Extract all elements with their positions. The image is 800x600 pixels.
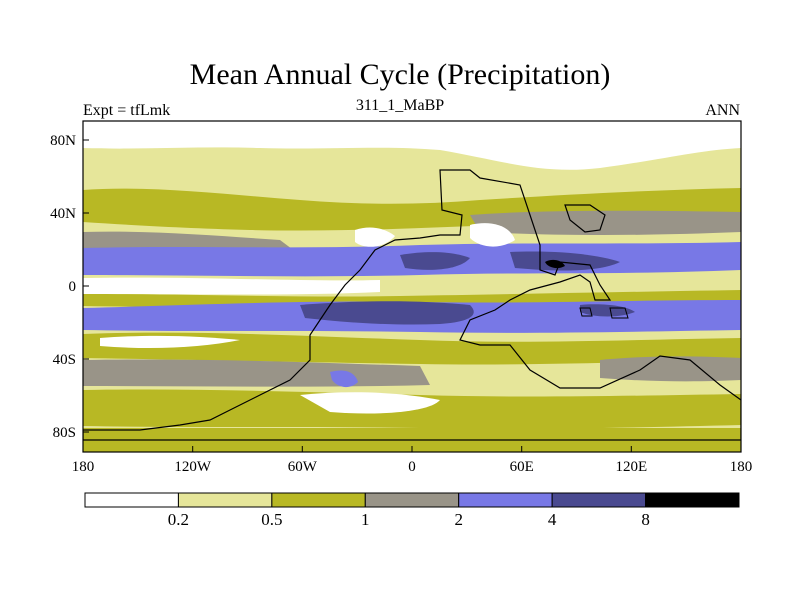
colorbar-label: 8 xyxy=(641,510,650,529)
colorbar-label: 2 xyxy=(454,510,463,529)
y-tick-label: 80S xyxy=(53,425,76,441)
colorbar-swatch xyxy=(84,492,179,508)
precipitation-field xyxy=(83,121,741,452)
x-tick-label: 180 xyxy=(730,459,753,475)
y-tick-label: 0 xyxy=(69,279,77,295)
map-title: Mean Annual Cycle (Precipitation) xyxy=(189,58,611,91)
colorbar-swatch xyxy=(645,492,740,508)
colorbar-swatch xyxy=(364,492,460,508)
axis-ticks xyxy=(82,139,742,452)
y-tick-label: 40N xyxy=(50,206,76,222)
colorbar-swatch xyxy=(177,492,273,508)
y-tick-label: 40S xyxy=(53,352,76,368)
colorbar-label: 0.2 xyxy=(168,510,189,529)
y-tick-label: 80N xyxy=(50,133,76,149)
colorbar-swatch xyxy=(551,492,647,508)
x-tick-label: 60E xyxy=(510,459,534,475)
season-label: ANN xyxy=(705,102,740,119)
x-tick-label: 120W xyxy=(174,459,212,475)
case-label: 311_1_MaBP xyxy=(355,97,445,114)
colorbar-label: 0.5 xyxy=(261,510,282,529)
x-tick-label: 120E xyxy=(615,459,647,475)
experiment-label: Expt = tfLmk xyxy=(83,102,171,119)
colorbar-swatch xyxy=(271,492,366,508)
colorbar-swatch xyxy=(458,492,553,508)
x-tick-label: 60W xyxy=(288,459,318,475)
colorbar-label: 4 xyxy=(548,510,557,529)
x-tick-label: 0 xyxy=(408,459,416,475)
colorbar: 0.2 0.5 1 2 4 8 xyxy=(84,492,740,529)
x-tick-label: 180 xyxy=(72,459,95,475)
colorbar-label: 1 xyxy=(361,510,370,529)
